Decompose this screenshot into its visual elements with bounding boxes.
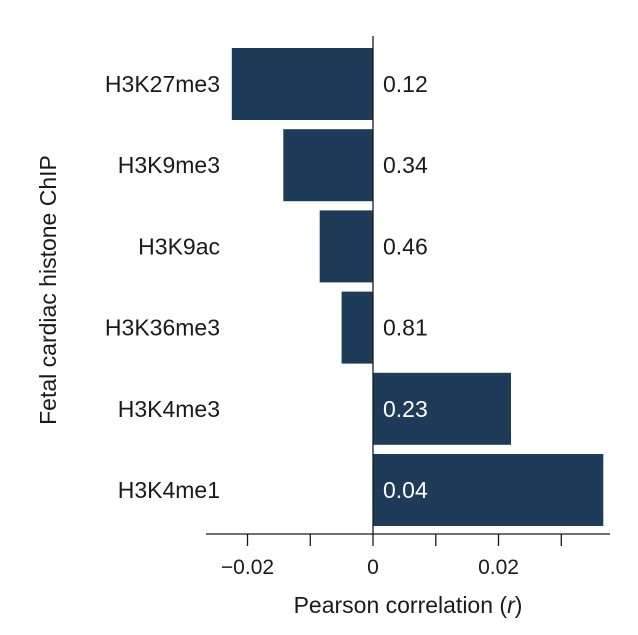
value-label: 0.23 [383,396,428,422]
category-label: H3K36me3 [105,315,220,341]
value-label: 0.04 [383,477,428,503]
x-tick-label: −0.02 [221,556,274,579]
category-label: H3K27me3 [105,71,220,97]
bars-group [231,48,604,526]
x-ticks-group: −0.02 0 0.02 [221,534,562,579]
x-axis-title-close: ) [515,592,523,618]
bar-h3k4me1 [373,454,604,526]
bar-h3k9me3 [283,129,373,202]
x-tick-label: 0.02 [478,556,519,579]
bar-h3k9ac [319,210,373,283]
x-axis-title-main: Pearson correlation ( [294,592,508,618]
value-label: 0.81 [383,315,428,341]
y-axis-title: Fetal cardiac histone ChIP [35,155,61,425]
category-label: H3K9ac [138,233,220,259]
category-label: H3K4me1 [118,477,220,503]
value-labels-group: 0.12 0.34 0.46 0.81 0.23 0.04 [383,71,428,503]
bar-h3k4me3 [373,372,511,445]
x-tick-label: 0 [367,556,379,579]
value-label: 0.34 [383,152,428,178]
category-label: H3K4me3 [118,396,220,422]
x-axis-title-variable: r [507,592,516,618]
x-axis-title: Pearson correlation (r) [294,592,523,618]
bar-h3k36me3 [341,291,373,364]
value-label: 0.46 [383,233,428,259]
category-label: H3K9me3 [118,152,220,178]
bar-h3k27me3 [231,48,373,120]
value-label: 0.12 [383,71,428,97]
category-labels-group: H3K27me3 H3K9me3 H3K9ac H3K36me3 H3K4me3 H3K4… [105,71,220,503]
